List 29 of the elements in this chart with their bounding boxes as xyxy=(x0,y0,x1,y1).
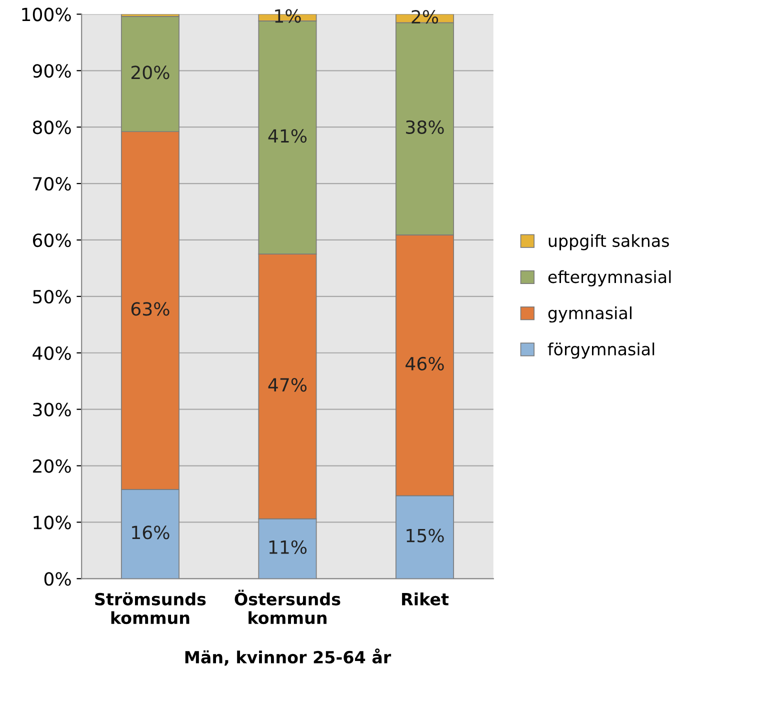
data-label: 16% xyxy=(132,526,170,540)
data-label: 11% xyxy=(269,540,307,554)
data-label: 38% xyxy=(406,120,444,134)
y-tick-label: 100% xyxy=(22,8,71,22)
legend-label: eftergymnasial xyxy=(548,270,671,286)
data-label: 41% xyxy=(268,129,307,143)
x-axis-title: Män, kvinnor 25-64 år xyxy=(185,648,392,666)
y-tick-label: 60% xyxy=(32,233,71,248)
legend-label: uppgift saknas xyxy=(548,234,669,250)
data-label: 46% xyxy=(406,356,444,371)
y-tick-label: 0% xyxy=(44,572,71,586)
x-tick-label: Strömsunds kommun xyxy=(95,592,206,624)
y-tick-label: 50% xyxy=(33,290,71,304)
y-tick-label: 30% xyxy=(33,402,71,416)
y-tick-label: 90% xyxy=(32,64,71,78)
legend-label: förgymnasial xyxy=(548,342,654,359)
data-label: 20% xyxy=(131,66,170,80)
legend-label: gymnasial xyxy=(548,306,632,323)
x-tick-label: Östersunds kommun xyxy=(234,590,340,624)
y-tick-label: 70% xyxy=(33,176,71,191)
data-label: 47% xyxy=(268,378,307,392)
data-label: 15% xyxy=(406,528,444,542)
data-label: 2% xyxy=(412,10,438,24)
y-tick-label: 80% xyxy=(32,120,71,134)
data-label: 63% xyxy=(131,302,170,316)
x-tick-label: Riket xyxy=(402,592,449,606)
y-tick-label: 10% xyxy=(34,516,71,530)
y-tick-label: 20% xyxy=(33,459,71,473)
y-tick-label: 40% xyxy=(32,346,71,360)
